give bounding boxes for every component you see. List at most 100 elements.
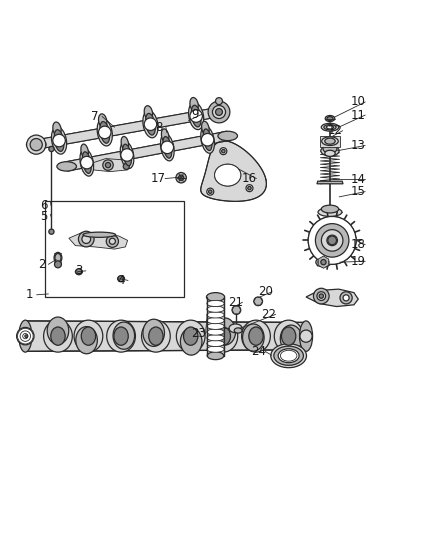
Ellipse shape <box>206 293 225 301</box>
Text: 10: 10 <box>351 95 366 109</box>
Polygon shape <box>84 158 132 172</box>
Ellipse shape <box>207 306 224 312</box>
Polygon shape <box>25 321 306 351</box>
Ellipse shape <box>327 117 333 120</box>
Text: 6: 6 <box>40 199 48 212</box>
Circle shape <box>161 141 173 154</box>
Ellipse shape <box>44 320 72 352</box>
Circle shape <box>23 334 28 339</box>
Ellipse shape <box>82 152 91 173</box>
Ellipse shape <box>229 324 242 333</box>
Bar <box>321 136 339 147</box>
Text: 17: 17 <box>151 172 166 185</box>
Ellipse shape <box>26 140 46 149</box>
Text: 5: 5 <box>40 210 48 223</box>
Ellipse shape <box>53 122 61 136</box>
Circle shape <box>300 330 312 342</box>
Ellipse shape <box>180 328 202 355</box>
Ellipse shape <box>81 327 95 345</box>
Circle shape <box>246 184 253 192</box>
Ellipse shape <box>201 121 209 135</box>
Circle shape <box>99 126 111 139</box>
Ellipse shape <box>316 257 331 267</box>
Ellipse shape <box>143 319 165 346</box>
Circle shape <box>82 235 91 244</box>
Circle shape <box>308 216 356 264</box>
Ellipse shape <box>207 318 224 324</box>
Circle shape <box>254 297 262 305</box>
Polygon shape <box>207 297 224 356</box>
Circle shape <box>106 235 118 247</box>
Circle shape <box>20 331 31 341</box>
Circle shape <box>81 156 93 169</box>
Polygon shape <box>318 256 329 268</box>
Ellipse shape <box>177 320 205 352</box>
Text: 8: 8 <box>155 121 162 134</box>
Ellipse shape <box>215 164 241 186</box>
Text: 1: 1 <box>26 288 33 301</box>
Polygon shape <box>201 141 266 201</box>
Text: 7: 7 <box>91 110 99 123</box>
Circle shape <box>201 133 214 146</box>
Ellipse shape <box>141 320 170 352</box>
Ellipse shape <box>216 327 230 345</box>
Circle shape <box>321 260 326 265</box>
Text: 18: 18 <box>351 238 366 251</box>
Ellipse shape <box>143 111 158 138</box>
Ellipse shape <box>321 146 339 156</box>
Circle shape <box>248 187 251 190</box>
Circle shape <box>106 163 111 168</box>
Ellipse shape <box>207 324 224 329</box>
Ellipse shape <box>160 134 174 161</box>
Ellipse shape <box>74 320 103 352</box>
Ellipse shape <box>318 259 329 265</box>
Ellipse shape <box>209 320 238 352</box>
Ellipse shape <box>113 322 134 349</box>
Text: 14: 14 <box>351 173 366 186</box>
Polygon shape <box>317 181 343 184</box>
Ellipse shape <box>144 106 152 119</box>
Circle shape <box>190 110 202 123</box>
Ellipse shape <box>51 327 65 345</box>
Circle shape <box>179 175 184 180</box>
Circle shape <box>123 163 129 169</box>
Ellipse shape <box>189 102 204 130</box>
Circle shape <box>49 229 54 235</box>
Circle shape <box>30 139 42 151</box>
Ellipse shape <box>280 325 302 352</box>
Ellipse shape <box>207 335 224 341</box>
Ellipse shape <box>325 150 335 156</box>
Ellipse shape <box>278 349 299 362</box>
Text: 22: 22 <box>261 308 276 321</box>
Text: 24: 24 <box>251 345 266 358</box>
Ellipse shape <box>120 141 134 168</box>
Polygon shape <box>306 289 358 306</box>
Text: 9: 9 <box>191 108 199 120</box>
Ellipse shape <box>114 327 128 345</box>
Circle shape <box>176 173 186 183</box>
Circle shape <box>17 327 34 345</box>
Ellipse shape <box>47 317 69 344</box>
Text: 15: 15 <box>351 185 366 198</box>
Text: 2: 2 <box>38 258 45 271</box>
Text: 23: 23 <box>191 327 206 341</box>
Circle shape <box>54 261 61 268</box>
Circle shape <box>343 295 349 301</box>
Ellipse shape <box>75 269 82 274</box>
Ellipse shape <box>149 327 163 345</box>
Circle shape <box>315 224 349 257</box>
Text: 4: 4 <box>117 274 125 287</box>
Ellipse shape <box>190 98 198 111</box>
Ellipse shape <box>207 346 224 352</box>
Ellipse shape <box>161 129 169 143</box>
Circle shape <box>340 292 352 304</box>
Bar <box>45 201 184 297</box>
Circle shape <box>327 235 337 246</box>
Text: 12: 12 <box>328 124 343 137</box>
Circle shape <box>103 160 113 171</box>
Circle shape <box>144 118 157 131</box>
Ellipse shape <box>54 252 62 263</box>
Circle shape <box>208 101 230 123</box>
Ellipse shape <box>207 301 224 306</box>
Ellipse shape <box>80 149 94 176</box>
